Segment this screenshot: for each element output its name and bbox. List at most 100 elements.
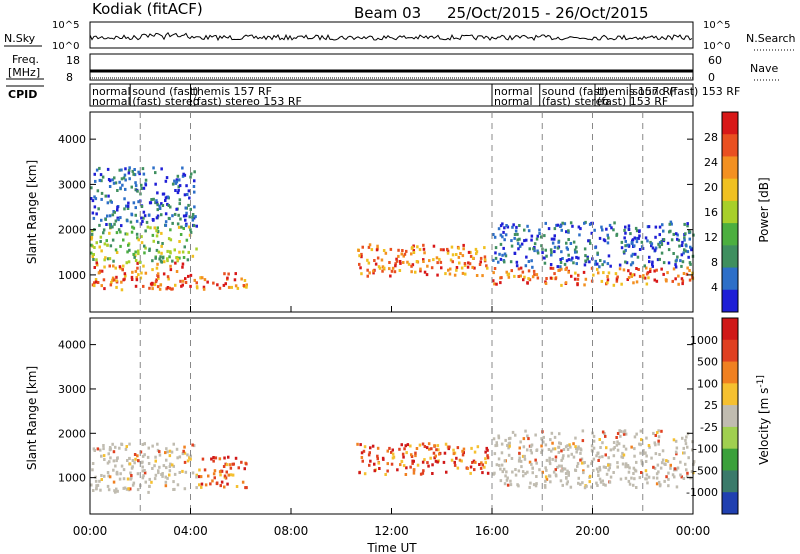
range-cell [584,277,588,281]
range-cell [386,469,389,473]
range-cell [185,238,189,242]
range-cell [504,474,507,478]
range-cell [95,261,98,265]
range-cell [94,179,97,183]
range-cell [118,180,121,184]
range-cell [601,228,604,232]
range-cell [510,239,513,243]
cpid-row-2: normal (fast) stereo(fast) stereo 153 RF n… [92,95,668,108]
range-cell [435,448,438,452]
range-cell [530,238,533,242]
range-cell [453,273,457,277]
range-cell [172,488,175,491]
range-cell [535,475,538,478]
range-cell [594,246,597,250]
range-cell [157,276,160,280]
range-cell [140,461,143,465]
range-cell [528,485,531,489]
range-cell [99,240,102,243]
range-cell [530,462,533,466]
range-cell [517,247,520,251]
range-cell [106,201,110,205]
range-cell [598,236,602,240]
range-cell [507,446,510,450]
range-cell [167,237,171,241]
range-cell [608,463,612,467]
range-cell [127,260,131,264]
range-cell [493,282,496,286]
range-cell [566,469,569,473]
range-cell [484,450,487,454]
range-cell [143,442,146,446]
range-cell [521,470,525,474]
range-cell [102,444,105,447]
range-cell [627,276,631,280]
range-cell [228,463,232,467]
range-cell [672,267,676,271]
range-cell [540,235,543,239]
range-cell [369,459,372,463]
range-cell [186,258,190,262]
range-cell [567,473,570,477]
range-cell [635,486,638,489]
range-cell [495,441,498,445]
range-cell [538,228,541,232]
range-cell [95,212,98,216]
range-cell [593,228,596,232]
range-cell [134,284,138,288]
range-cell [173,472,177,476]
range-cell [422,258,425,262]
range-cell [438,257,441,261]
range-cell [144,178,148,182]
range-cell [466,265,470,269]
range-cell [499,233,503,237]
range-cell [129,471,132,475]
range-cell [450,458,454,462]
range-cell [169,228,172,232]
range-cell [209,482,212,486]
range-cell [195,473,198,477]
range-cell [526,281,529,285]
range-cell [176,222,180,226]
range-cell [627,479,631,483]
range-cell [576,277,580,281]
range-cell [161,192,165,196]
range-cell [359,443,362,447]
range-cell [667,471,670,475]
range-cell [178,256,181,260]
range-cell [574,250,577,254]
range-cell [510,244,514,248]
cpid-row1-label: sound (fast) 153 RF [632,85,740,98]
range-cell [231,462,234,466]
range-cell [495,463,499,467]
range-cell [388,261,391,264]
range-cell [90,197,93,200]
range-cell [108,185,112,188]
range-cell [653,278,656,282]
range-cell [410,264,413,268]
range-cell [124,178,127,182]
range-cell [391,266,395,270]
range-cell [596,251,599,255]
range-cell [378,266,382,270]
range-cell [645,436,648,440]
range-cell [124,232,127,236]
range-cell [367,261,371,265]
range-cell [479,260,482,264]
range-cell [442,248,445,252]
range-cell [421,442,425,446]
range-cell [124,274,127,278]
range-cell [505,270,508,274]
range-cell [559,265,562,269]
range-cell [460,459,463,463]
range-cell [103,258,106,262]
range-cell [536,234,539,238]
nsky-tick-top: 10^5 [52,20,79,31]
range-cell [631,273,634,277]
range-cell [151,444,154,448]
range-cell [103,287,106,291]
range-cell [624,244,627,248]
colorbar-swatch [722,156,738,180]
range-cell [550,431,554,435]
range-cell [366,268,369,272]
